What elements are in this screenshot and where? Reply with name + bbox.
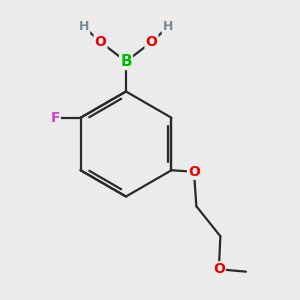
Text: B: B <box>120 54 132 69</box>
Text: H: H <box>163 20 173 34</box>
Text: O: O <box>188 165 200 179</box>
Text: O: O <box>146 35 158 49</box>
Text: O: O <box>213 262 225 276</box>
Text: O: O <box>94 35 106 49</box>
Text: H: H <box>79 20 89 34</box>
Text: F: F <box>50 111 60 125</box>
